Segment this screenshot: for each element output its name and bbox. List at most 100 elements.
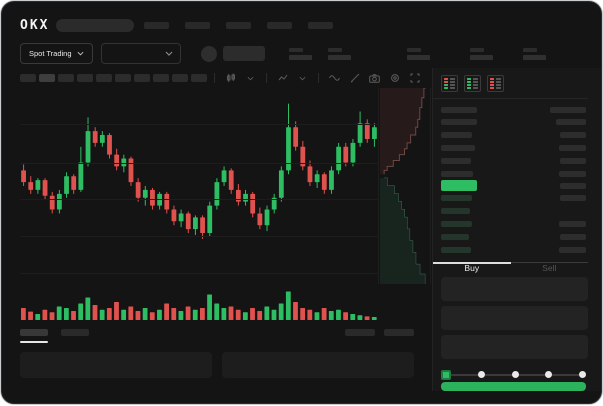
order-input-field[interactable]: [441, 306, 588, 331]
orderbook-bids: [433, 191, 588, 256]
timeframe-button[interactable]: [191, 74, 207, 82]
chevron-down-icon[interactable]: [244, 72, 257, 84]
tab-buy[interactable]: Buy: [464, 263, 480, 274]
order-input-field[interactable]: [441, 335, 588, 360]
slider-stop[interactable]: [477, 371, 485, 379]
orderbook-row[interactable]: [433, 191, 588, 204]
gridline: [20, 273, 378, 274]
chevron-down-icon: [165, 51, 172, 56]
chart-toolbar: [2, 68, 432, 88]
amount-column-header: [550, 107, 586, 113]
slider-stop[interactable]: [511, 371, 519, 379]
orderbook-row[interactable]: [433, 243, 588, 256]
size-bar: [560, 131, 586, 138]
chevron-down-icon[interactable]: [296, 72, 309, 84]
orderbook-row[interactable]: [433, 141, 588, 154]
market-type-dropdown[interactable]: Spot Trading: [20, 43, 93, 64]
wave-icon[interactable]: [328, 72, 341, 84]
orderbook-row[interactable]: [433, 230, 588, 243]
volume-chart: [21, 291, 377, 320]
price-depth-bar: [441, 118, 477, 125]
toolbar-divider: [318, 73, 319, 83]
size-bar: [560, 157, 586, 164]
size-bar: [558, 246, 586, 253]
market-type-label: Spot Trading: [29, 49, 72, 58]
orderbook-row[interactable]: [433, 204, 588, 217]
slider-handle[interactable]: [441, 370, 451, 381]
toolbar-divider: [214, 73, 215, 83]
timeframe-button[interactable]: [39, 74, 55, 82]
ticker-stat: [522, 47, 546, 60]
price-column-header: [441, 107, 477, 113]
timeframe-button[interactable]: [134, 74, 150, 82]
orderbook-row[interactable]: [433, 128, 588, 141]
gridline: [20, 124, 378, 125]
orderbook-asks-icon[interactable]: [487, 75, 504, 92]
ticker-stat: [406, 47, 430, 60]
bottom-tab[interactable]: [61, 329, 89, 336]
size-bar: [558, 170, 586, 177]
buy-submit-button[interactable]: [441, 382, 586, 391]
nav-item[interactable]: [267, 22, 293, 29]
active-tab-indicator: [433, 262, 511, 264]
candle-type-icon[interactable]: [224, 72, 237, 84]
timeframe-button[interactable]: [115, 74, 131, 82]
trade-tabs: Buy Sell: [433, 262, 588, 273]
orderbook-row[interactable]: [433, 167, 588, 180]
okx-logo: OKX: [20, 18, 50, 33]
chart-section: [2, 68, 432, 391]
fullscreen-icon[interactable]: [408, 72, 421, 84]
orderbook-combined-icon[interactable]: [441, 75, 458, 92]
timeframe-button[interactable]: [20, 74, 36, 82]
ticker-stat: [469, 47, 493, 60]
camera-icon[interactable]: [368, 72, 381, 84]
price-depth-bar: [441, 246, 471, 253]
timeframe-button[interactable]: [58, 74, 74, 82]
nav-item[interactable]: [226, 22, 252, 29]
nav-item[interactable]: [308, 22, 334, 29]
price-depth-bar: [441, 207, 470, 214]
timeframe-button[interactable]: [77, 74, 93, 82]
amount-slider[interactable]: [441, 369, 586, 381]
bottom-bar-control[interactable]: [345, 329, 375, 336]
settings-icon[interactable]: [388, 72, 401, 84]
last-price-placeholder: [222, 46, 265, 61]
pair-dropdown[interactable]: [100, 43, 181, 64]
timeframe-button[interactable]: [96, 74, 112, 82]
candlestick-chart-area[interactable]: [20, 87, 432, 286]
bottom-bar-control[interactable]: [384, 329, 414, 336]
size-bar: [555, 118, 586, 125]
order-input-field[interactable]: [441, 277, 588, 302]
orderbook-header: [433, 99, 588, 115]
ticker-stat: [288, 47, 312, 60]
orderbook-row[interactable]: [433, 217, 588, 230]
orderbook-row[interactable]: [433, 115, 588, 128]
ticker-stat: [327, 47, 351, 60]
tab-sell[interactable]: Sell: [542, 263, 557, 274]
gridline: [20, 163, 378, 164]
orders-panel-placeholder: [20, 352, 212, 378]
orderbook-row[interactable]: [433, 154, 588, 167]
slider-stop[interactable]: [545, 371, 553, 379]
depth-chart: [380, 87, 426, 284]
orderbook-last-price-row[interactable]: [433, 180, 588, 191]
indicators-icon[interactable]: [276, 72, 289, 84]
token-avatar: [200, 45, 217, 62]
size-bar: [560, 233, 586, 240]
nav-item[interactable]: [144, 22, 170, 29]
nav-item[interactable]: [185, 22, 211, 29]
gridline: [20, 236, 378, 237]
slider-stop[interactable]: [579, 371, 586, 379]
pencil-icon[interactable]: [348, 72, 361, 84]
bottom-tab-active[interactable]: [20, 329, 48, 343]
search-input[interactable]: [56, 19, 135, 32]
timeframe-button[interactable]: [172, 74, 188, 82]
volume-strip: [20, 286, 432, 322]
candlestick-chart: [21, 103, 377, 239]
top-nav-items: [144, 22, 334, 29]
orderbook-bids-icon[interactable]: [464, 75, 481, 92]
gridline: [20, 199, 378, 200]
top-navigation-bar: OKX: [2, 2, 601, 34]
timeframe-button[interactable]: [153, 74, 169, 82]
